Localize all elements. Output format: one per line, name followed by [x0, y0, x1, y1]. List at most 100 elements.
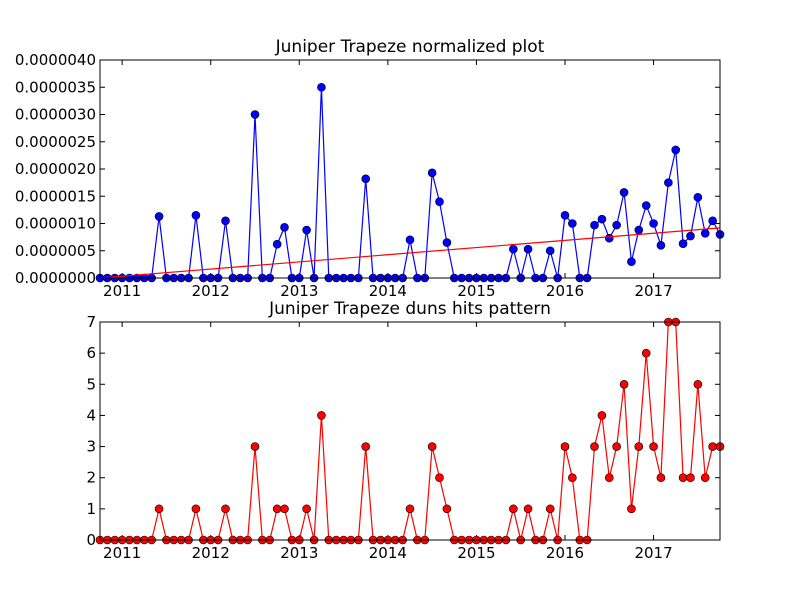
x-tick-label: 2013	[280, 544, 318, 562]
point	[627, 504, 636, 514]
point	[560, 211, 570, 220]
point	[656, 473, 666, 483]
x-tick-label: 2016	[546, 544, 584, 562]
point	[191, 504, 201, 514]
point	[664, 178, 673, 187]
point	[700, 229, 710, 238]
point	[154, 212, 164, 221]
y-tick-label: 3	[86, 438, 96, 456]
point	[619, 379, 629, 389]
x-tick-label: 2015	[457, 282, 495, 300]
point	[302, 504, 311, 514]
point	[693, 193, 703, 202]
y-tick-label: 2	[86, 469, 96, 487]
point	[656, 241, 666, 250]
point	[280, 504, 289, 514]
x-tick-label: 2015	[457, 544, 495, 562]
point	[604, 233, 614, 243]
point	[442, 238, 452, 247]
y-tick-label: 4	[86, 406, 96, 424]
point	[317, 82, 326, 92]
x-tick-label: 2013	[280, 282, 318, 300]
y-tick-label: 0.0000015	[15, 187, 96, 205]
point	[649, 219, 658, 228]
point	[405, 504, 415, 514]
point	[509, 504, 518, 514]
point	[627, 257, 636, 266]
point	[523, 244, 533, 254]
y-tick-label: 0	[86, 531, 96, 549]
x-tick-label: 2017	[634, 544, 672, 562]
point	[612, 220, 621, 230]
point	[634, 442, 644, 451]
point	[272, 504, 282, 514]
point	[641, 348, 651, 358]
point	[708, 216, 717, 226]
point	[435, 473, 444, 483]
point	[250, 110, 260, 119]
y-tick-label: 6	[86, 344, 96, 362]
point	[361, 174, 371, 184]
point	[693, 379, 703, 389]
point	[427, 168, 437, 178]
y-tick-label: 0.0000010	[15, 215, 96, 233]
point	[649, 442, 658, 451]
x-tick-label: 2011	[103, 544, 141, 562]
y-tick-label: 0.0000000	[15, 269, 96, 287]
point	[272, 239, 282, 249]
point	[686, 231, 695, 241]
y-tick-label: 0.0000035	[15, 78, 96, 96]
point	[560, 442, 570, 451]
chart-title: Juniper Trapeze normalized plot	[275, 37, 545, 57]
point	[302, 225, 311, 235]
y-tick-label: 0.0000025	[15, 133, 96, 151]
point	[597, 214, 607, 224]
point	[619, 188, 629, 197]
point	[678, 473, 688, 483]
point	[154, 504, 164, 514]
point	[641, 201, 651, 210]
point	[405, 235, 415, 245]
series-line	[99, 227, 721, 279]
point	[221, 504, 230, 514]
point	[597, 411, 607, 420]
point	[612, 442, 621, 451]
y-tick-label: 1	[86, 500, 96, 518]
point	[568, 219, 577, 228]
point	[250, 442, 260, 451]
point	[590, 442, 599, 451]
point	[590, 220, 599, 230]
y-tick-label: 7	[86, 313, 96, 331]
point	[191, 211, 201, 220]
plot-frame	[99, 321, 721, 541]
point	[678, 239, 688, 248]
y-tick-label: 0.0000030	[15, 106, 96, 124]
y-tick-label: 0.0000005	[15, 242, 96, 260]
point	[545, 246, 555, 256]
point	[317, 411, 326, 420]
chart-title: Juniper Trapeze duns hits pattern	[268, 299, 551, 319]
x-tick-label: 2014	[369, 282, 407, 300]
y-tick-label: 0.0000040	[15, 51, 96, 69]
point	[509, 244, 518, 254]
point	[700, 473, 710, 483]
point	[568, 473, 577, 483]
x-tick-label: 2011	[103, 282, 141, 300]
point	[545, 504, 555, 514]
point	[221, 216, 230, 226]
point	[686, 473, 695, 483]
x-tick-label: 2012	[192, 282, 230, 300]
point	[671, 145, 681, 155]
point	[435, 197, 444, 206]
x-tick-label: 2017	[634, 282, 672, 300]
x-tick-label: 2014	[369, 544, 407, 562]
series-line	[100, 87, 721, 279]
point	[280, 223, 289, 232]
y-tick-label: 5	[86, 375, 96, 393]
plot-frame	[99, 59, 721, 279]
point	[442, 504, 452, 514]
point	[708, 442, 717, 451]
point	[634, 225, 644, 235]
